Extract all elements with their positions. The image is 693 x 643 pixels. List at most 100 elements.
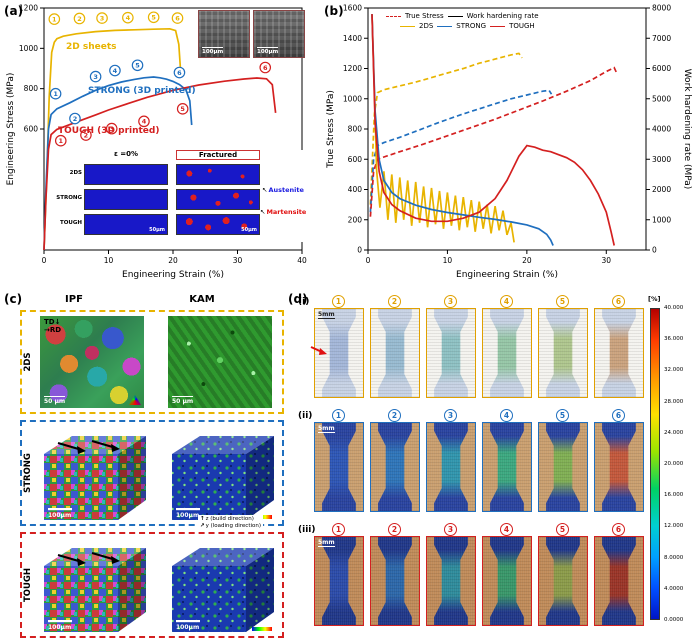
x-tick-label: 0 xyxy=(42,256,47,265)
curve-marker-label: 6 xyxy=(175,14,180,22)
panel-c-label: (c) xyxy=(4,292,23,306)
curve-marker-label: 4 xyxy=(113,67,118,75)
row-label-tough: TOUGH xyxy=(23,567,33,603)
blue-line-swatch xyxy=(437,25,453,27)
curve-marker xyxy=(73,12,86,25)
scalebar-label: 50 μm xyxy=(172,396,194,405)
speckle-texture xyxy=(595,423,643,511)
cube-side-face xyxy=(246,548,274,632)
dic-frame-number: 4 xyxy=(500,295,513,308)
speckle-texture xyxy=(483,423,531,511)
ipf-cube-tough: 100μm xyxy=(44,548,146,632)
curve-marker xyxy=(122,11,134,24)
row-label-tough: TOUGH xyxy=(59,220,82,226)
cube-side-shade xyxy=(246,436,274,520)
series-2ds-true-stress xyxy=(369,52,523,205)
y2-tick-label: 6000 xyxy=(652,64,671,73)
sem-image-left: 100μm xyxy=(198,10,250,58)
row-label-strong: STRONG xyxy=(23,453,33,493)
row-tough-box: TOUGH 100μm 100μm xyxy=(20,532,284,638)
curve-marker-label: 5 xyxy=(151,14,156,22)
colorbar-tick-label: 32.000 xyxy=(664,367,684,374)
series-tough-3d-printed xyxy=(43,77,277,251)
x-tick-label: 10 xyxy=(104,256,114,265)
legend-strong: STRONG xyxy=(456,22,487,30)
dic-frame-image xyxy=(426,422,476,512)
panel-a-stress-strain: 0 10 20 30 40 600 800 1000 1200 Engineering Strai… xyxy=(2,2,314,290)
dic-frame-number: 4 xyxy=(500,409,513,422)
dic-frame-image xyxy=(370,308,420,398)
speckle-texture xyxy=(427,309,475,397)
cube-top-face xyxy=(172,548,274,566)
dic-frame-image xyxy=(594,536,644,626)
speckle-texture xyxy=(595,309,643,397)
dic-frame-image: 5mm xyxy=(310,308,364,398)
curve-marker-label: 5 xyxy=(135,62,140,70)
colorbar-tick-label: 12.000 xyxy=(664,523,684,530)
arrow-right-icon: → xyxy=(44,326,50,335)
curve-marker xyxy=(48,13,61,25)
speckle-texture xyxy=(427,423,475,511)
col-header-fractured: Fractured xyxy=(176,150,260,160)
y2-tick-label: 7000 xyxy=(652,34,671,43)
colorbar-tick-label: 0.0000 xyxy=(664,617,684,623)
dic-frame-image xyxy=(594,308,644,398)
series-tough-work-hardening-rate xyxy=(371,14,616,246)
scalebar-label: 100μm xyxy=(48,512,71,519)
curve-marker xyxy=(105,122,118,135)
panel-b-label: (b) xyxy=(324,4,344,18)
dic-frame-image xyxy=(482,422,532,512)
speckle-texture xyxy=(371,537,419,625)
scalebar-label: 100μm xyxy=(257,47,279,55)
yellow-line-swatch xyxy=(400,25,415,27)
cube-top-shade xyxy=(172,436,274,454)
y2-tick-label: 5000 xyxy=(652,94,671,103)
dic-frame-image xyxy=(538,422,588,512)
kam-map-2ds: 50 μm xyxy=(168,316,272,408)
phase-map-strong-fractured xyxy=(176,189,260,210)
y-tick-label: 1400 xyxy=(343,34,362,43)
dic-frame-number: 5 xyxy=(556,409,569,422)
x-tick-label: 10 xyxy=(443,256,453,265)
phase-map-tough-initial: 50μm xyxy=(84,214,168,235)
curve-marker-label: 1 xyxy=(52,15,57,23)
x-tick-label: 20 xyxy=(522,256,532,265)
curve-marker-label: 1 xyxy=(59,137,64,145)
dic-frame-image xyxy=(370,536,420,626)
scan-arrowhead xyxy=(77,558,86,566)
cube-top-face xyxy=(44,436,146,454)
x-axis-title: Engineering Strain (%) xyxy=(122,270,224,280)
cube-side-face xyxy=(118,548,146,632)
cube-side-face xyxy=(118,436,146,520)
speckle-texture xyxy=(315,423,363,511)
dic-frame-number: 6 xyxy=(612,523,625,536)
y-tick-label: 400 xyxy=(348,185,363,194)
series-tough-true-stress xyxy=(369,66,619,217)
cube-side-shade xyxy=(118,548,146,632)
row-2ds-box: 2DS TD↓ →RD 50 μm 50 μm xyxy=(20,310,284,414)
kam-cube-tough: 100μm xyxy=(172,548,274,632)
cube-side-shade xyxy=(118,436,146,520)
dic-frame-image xyxy=(426,308,476,398)
phase-map-strong-initial xyxy=(84,189,168,210)
scalebar-label: 100μm xyxy=(176,512,199,519)
curve-label-2d-sheets: 2D sheets xyxy=(66,42,117,52)
solid-line-swatch xyxy=(447,15,463,17)
cube-top-shade xyxy=(44,436,146,454)
col-header-kam: KAM xyxy=(189,294,215,305)
ipf-map-2ds: TD↓ →RD 50 μm xyxy=(40,316,144,408)
phase-map-2ds-fractured xyxy=(176,164,260,185)
dashed-line-swatch xyxy=(386,15,401,17)
x-tick-label: 40 xyxy=(297,256,307,265)
dic-frame-number: 5 xyxy=(556,295,569,308)
martensite-text: Martensite xyxy=(266,208,307,216)
legend-work-hardening: Work hardening rate xyxy=(466,12,539,20)
speckle-texture xyxy=(539,537,587,625)
scalebar-5mm: 5mm xyxy=(318,425,335,433)
curve-marker xyxy=(176,103,189,115)
ipf-color-key xyxy=(129,395,141,405)
y2-tick-label: 8000 xyxy=(652,4,671,13)
legend-row-materials: 2DS STRONG TOUGH xyxy=(386,22,539,30)
dic-frame-number: 3 xyxy=(444,295,457,308)
